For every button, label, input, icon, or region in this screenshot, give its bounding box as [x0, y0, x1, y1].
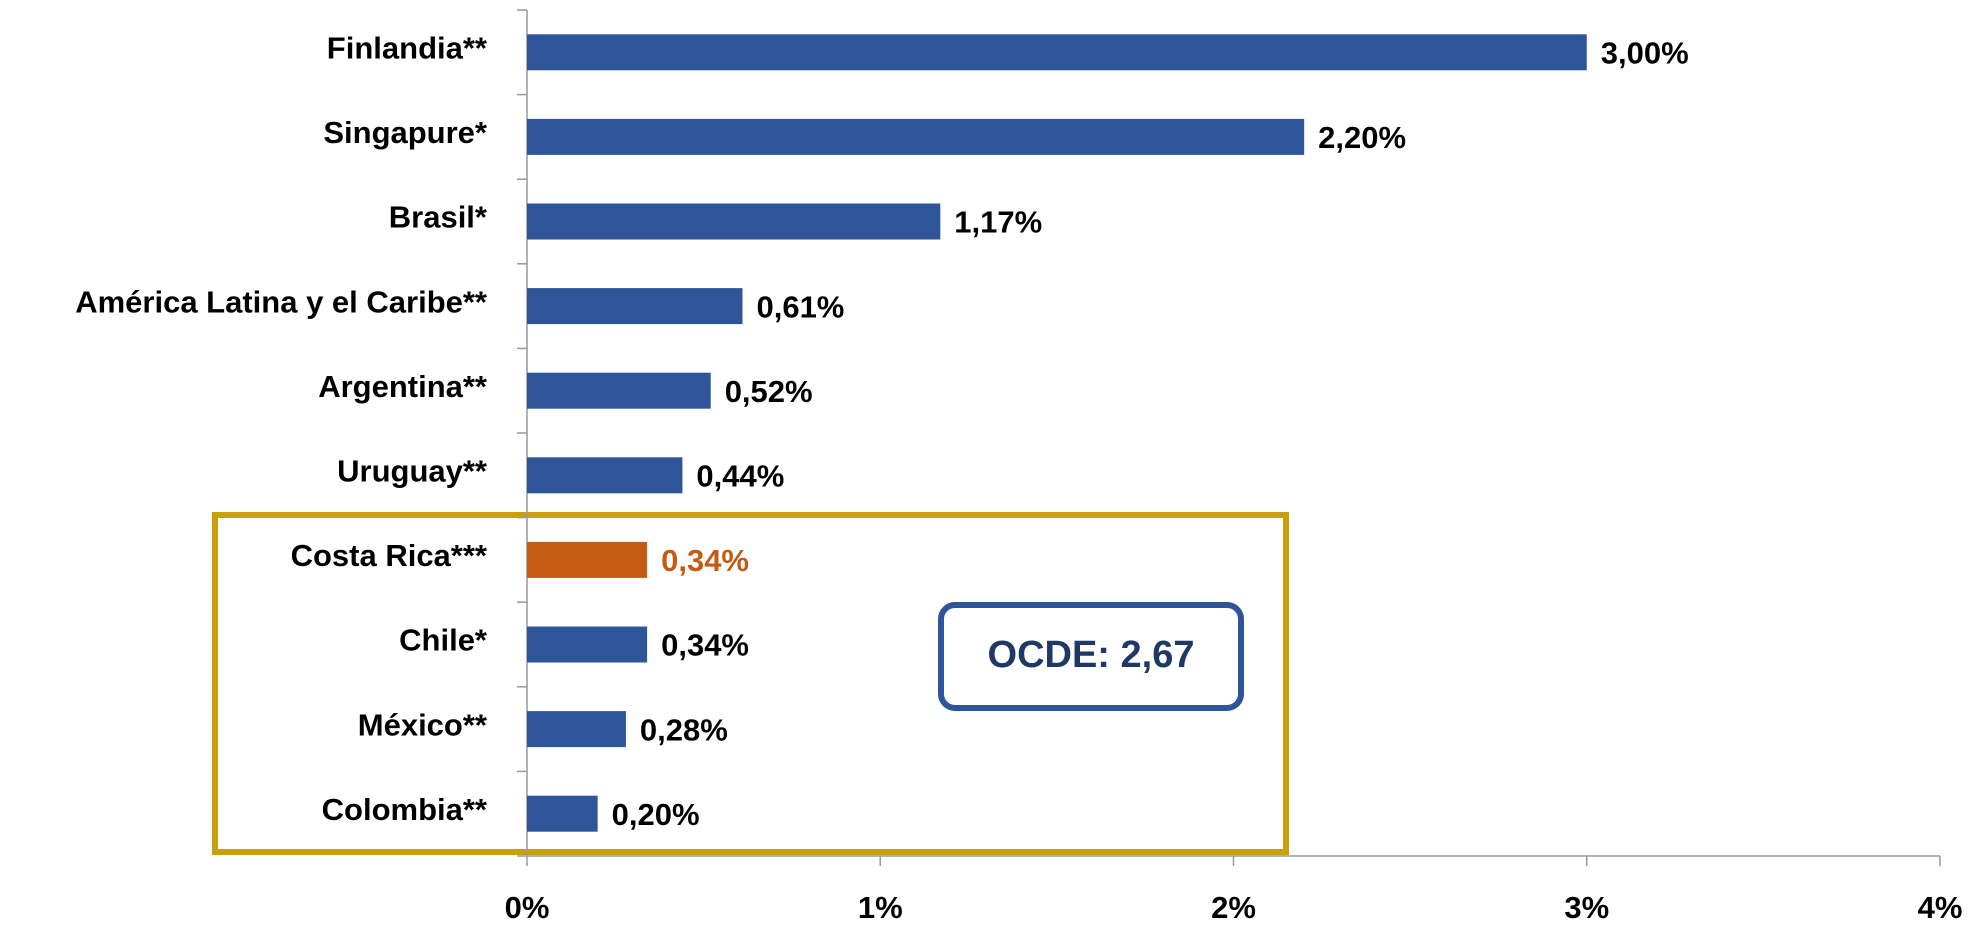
value-label: 0,28% [640, 712, 728, 747]
value-label: 0,34% [661, 543, 749, 578]
y-tick-label: Argentina** [318, 369, 488, 404]
x-tick-label: 3% [1564, 890, 1609, 925]
value-label: 0,34% [661, 628, 749, 663]
bar [527, 795, 598, 832]
x-tick-label: 4% [1918, 890, 1963, 925]
bar [527, 372, 711, 409]
y-tick-label: Uruguay** [337, 453, 488, 488]
value-label: 0,44% [696, 458, 784, 493]
value-label: 1,17% [954, 205, 1042, 240]
x-tick-label: 1% [858, 890, 903, 925]
y-tick-label: Costa Rica*** [291, 538, 488, 573]
bar [527, 711, 626, 748]
y-tick-label: América Latina y el Caribe** [75, 284, 488, 319]
value-label: 3,00% [1601, 35, 1689, 70]
bar [527, 203, 941, 240]
annotation: OCDE: 2,67 [988, 634, 1195, 676]
y-tick-label: Colombia** [322, 792, 488, 827]
value-label: 2,20% [1318, 120, 1406, 155]
y-tick-label: Chile* [399, 623, 488, 658]
y-tick-label: Singapure* [323, 115, 488, 150]
y-tick-label: México** [358, 707, 488, 742]
bar [527, 541, 648, 578]
y-tick-label: Finlandia** [327, 30, 488, 65]
bar [527, 288, 743, 325]
annotation-box [938, 602, 1244, 711]
y-tick-label: Brasil* [389, 200, 488, 235]
bar [527, 626, 648, 663]
x-tick-label: 2% [1211, 890, 1256, 925]
bar [527, 118, 1305, 155]
x-tick-label: 0% [505, 890, 550, 925]
value-label: 0,20% [612, 797, 700, 832]
bar [527, 457, 683, 494]
bar [527, 34, 1587, 71]
value-label: 0,52% [725, 374, 813, 409]
value-label: 0,61% [756, 289, 844, 324]
highlight-box [212, 512, 1289, 855]
